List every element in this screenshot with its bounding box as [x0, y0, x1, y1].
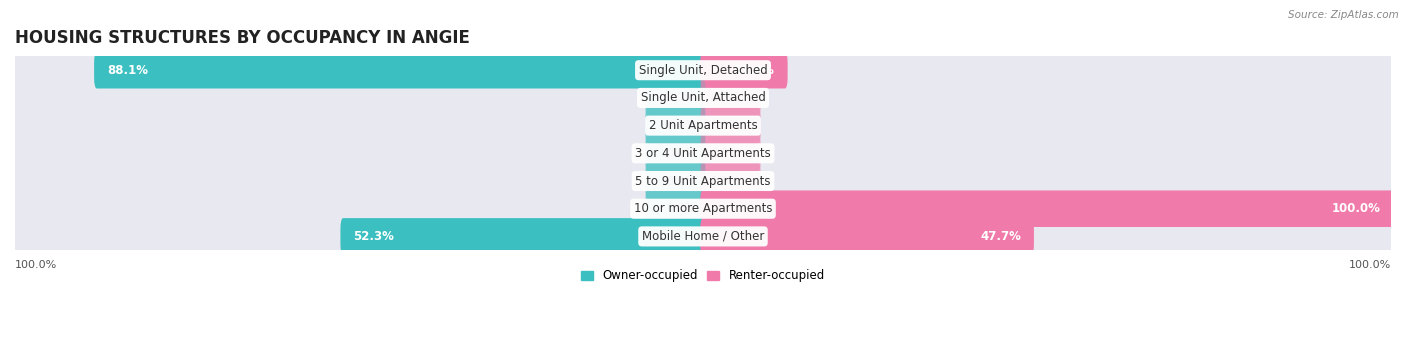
FancyBboxPatch shape	[13, 37, 1393, 103]
FancyBboxPatch shape	[13, 120, 1393, 186]
Text: 100.0%: 100.0%	[1331, 202, 1381, 215]
FancyBboxPatch shape	[13, 204, 1393, 269]
FancyBboxPatch shape	[340, 218, 706, 255]
Text: 5 to 9 Unit Apartments: 5 to 9 Unit Apartments	[636, 175, 770, 188]
FancyBboxPatch shape	[13, 148, 1393, 214]
FancyBboxPatch shape	[700, 135, 761, 172]
FancyBboxPatch shape	[700, 107, 761, 144]
Legend: Owner-occupied, Renter-occupied: Owner-occupied, Renter-occupied	[576, 265, 830, 287]
FancyBboxPatch shape	[13, 93, 1393, 159]
Text: 11.9%: 11.9%	[734, 64, 775, 77]
Text: 52.3%: 52.3%	[353, 230, 394, 243]
Text: 100.0%: 100.0%	[15, 260, 58, 270]
FancyBboxPatch shape	[700, 163, 761, 199]
Text: 0.0%: 0.0%	[710, 175, 740, 188]
Text: 0.0%: 0.0%	[666, 119, 696, 132]
FancyBboxPatch shape	[645, 80, 706, 116]
Text: 100.0%: 100.0%	[1348, 260, 1391, 270]
FancyBboxPatch shape	[13, 65, 1393, 131]
Text: 0.0%: 0.0%	[710, 91, 740, 104]
Text: 2 Unit Apartments: 2 Unit Apartments	[648, 119, 758, 132]
Text: 0.0%: 0.0%	[710, 147, 740, 160]
FancyBboxPatch shape	[645, 190, 706, 227]
Text: 47.7%: 47.7%	[980, 230, 1021, 243]
Text: 0.0%: 0.0%	[666, 91, 696, 104]
FancyBboxPatch shape	[645, 107, 706, 144]
Text: 0.0%: 0.0%	[666, 175, 696, 188]
FancyBboxPatch shape	[94, 52, 706, 89]
Text: 0.0%: 0.0%	[666, 147, 696, 160]
Text: Mobile Home / Other: Mobile Home / Other	[641, 230, 765, 243]
Text: HOUSING STRUCTURES BY OCCUPANCY IN ANGIE: HOUSING STRUCTURES BY OCCUPANCY IN ANGIE	[15, 29, 470, 47]
Text: 0.0%: 0.0%	[666, 202, 696, 215]
Text: 88.1%: 88.1%	[107, 64, 148, 77]
FancyBboxPatch shape	[13, 176, 1393, 242]
Text: 3 or 4 Unit Apartments: 3 or 4 Unit Apartments	[636, 147, 770, 160]
Text: Source: ZipAtlas.com: Source: ZipAtlas.com	[1288, 10, 1399, 20]
Text: Single Unit, Detached: Single Unit, Detached	[638, 64, 768, 77]
Text: 0.0%: 0.0%	[710, 119, 740, 132]
FancyBboxPatch shape	[700, 190, 1393, 227]
FancyBboxPatch shape	[645, 163, 706, 199]
FancyBboxPatch shape	[700, 218, 1033, 255]
Text: Single Unit, Attached: Single Unit, Attached	[641, 91, 765, 104]
FancyBboxPatch shape	[645, 135, 706, 172]
Text: 10 or more Apartments: 10 or more Apartments	[634, 202, 772, 215]
FancyBboxPatch shape	[700, 80, 761, 116]
FancyBboxPatch shape	[700, 52, 787, 89]
